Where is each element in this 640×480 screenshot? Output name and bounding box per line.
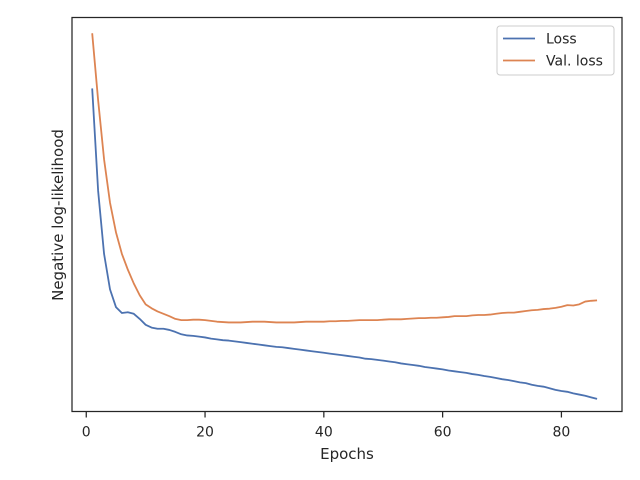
y-axis-label: Negative log-likelihood — [49, 129, 67, 301]
series-layer — [91, 33, 598, 400]
x-tick-label: 60 — [434, 425, 452, 441]
x-tick-label: 0 — [82, 425, 91, 441]
legend: Loss Val. loss — [496, 25, 615, 76]
plot-background — [72, 17, 622, 412]
plot-frame — [71, 16, 623, 413]
x-axis-ticks: 0 20 40 60 80 — [82, 411, 571, 441]
legend-label-loss: Loss — [546, 32, 577, 48]
series-line-val-loss — [91, 33, 598, 324]
x-tick-label: 20 — [196, 425, 214, 441]
x-tick-label: 80 — [553, 425, 571, 441]
legend-label-val-loss: Val. loss — [546, 54, 603, 70]
x-axis-label: Epochs — [320, 445, 374, 463]
x-tick-label: 40 — [315, 425, 333, 441]
series-line-loss — [91, 88, 598, 400]
